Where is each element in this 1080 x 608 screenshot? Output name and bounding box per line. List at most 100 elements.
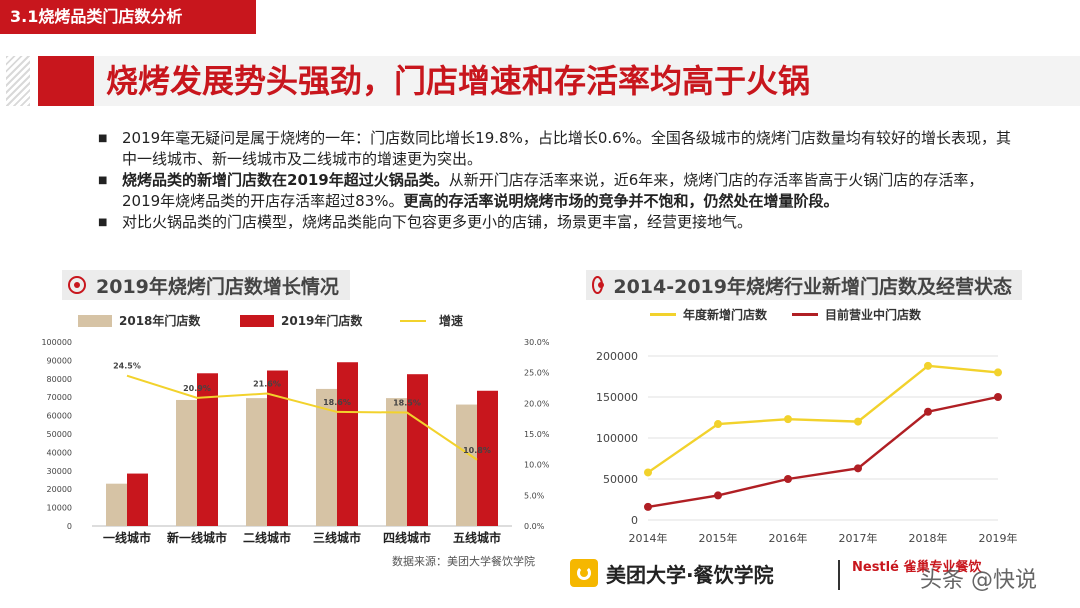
- open-stores-point: [644, 502, 652, 511]
- x-tick-label: 三线城市: [313, 530, 361, 545]
- headline-accent: [38, 56, 94, 106]
- open-stores-point: [714, 491, 722, 500]
- open-stores-line: [647, 395, 999, 509]
- y-tick-label: 90000: [47, 356, 72, 365]
- bar-2018: [246, 398, 267, 526]
- growth-data-label: 20.9%: [183, 384, 211, 393]
- legend-swatch-2018: [78, 314, 112, 327]
- y2-tick-label: 20.0%: [524, 399, 550, 408]
- y-tick-label: 70000: [47, 393, 72, 402]
- y-tick-label: 0: [67, 522, 72, 531]
- y-tick-label: 100000: [41, 338, 72, 347]
- bullet-text: 烧烤品类的新增门店数在2019年超过火锅品类。: [122, 171, 449, 189]
- open-stores-point: [924, 407, 932, 416]
- annual-stores-line-chart: 0 50000 100000 150000 200000 2014年 2015年 2016年 2…: [596, 350, 1018, 545]
- growth-line: [126, 374, 478, 461]
- bar-2019: [127, 473, 148, 526]
- y2-tick-label: 30.0%: [524, 338, 550, 347]
- right-chart-heading-text: 2014-2019年烧烤行业新增门店数及经营状态: [613, 275, 1012, 298]
- new-stores-point: [854, 417, 862, 426]
- bullet-item: ■ 对比火锅品类的门店模型，烧烤品类能向下包容更多更小的店铺，场景更丰富，经营更接…: [96, 212, 1016, 233]
- right-legend-new: 年度新增门店数: [650, 306, 767, 323]
- x-tick-label: 一线城市: [103, 530, 151, 545]
- bullet-text: 从新开门店存活率来说，近6年来，烧烤门店的存活率皆高于火锅门店的存活率，2019…: [122, 171, 984, 210]
- right-legend-open: 目前营业中门店数: [792, 306, 921, 323]
- legend-label-2019: 2019年门店数: [281, 314, 363, 328]
- meituan-logo-icon: [570, 559, 598, 587]
- y2-tick-label: 25.0%: [524, 369, 550, 378]
- target-icon: [68, 276, 86, 294]
- bullet-square-icon: ■: [98, 217, 108, 228]
- left-legend-2019: 2019年门店数: [240, 312, 362, 329]
- legend-label-2018: 2018年门店数: [119, 314, 201, 328]
- growth-data-label: 18.6%: [323, 398, 351, 407]
- y-tick-label: 80000: [47, 375, 72, 384]
- target-icon: [592, 276, 605, 294]
- y2-tick-label: 10.0%: [524, 461, 550, 470]
- growth-data-label: 21.6%: [253, 380, 281, 389]
- y-tick-label: 60000: [47, 412, 72, 421]
- legend-swatch-2019: [240, 314, 274, 327]
- y-tick-label: 50000: [603, 473, 638, 486]
- y2-tick-label: 5.0%: [524, 491, 545, 500]
- left-legend-2018: 2018年门店数: [78, 312, 200, 329]
- left-chart-heading-text: 2019年烧烤门店数增长情况: [96, 275, 339, 298]
- open-stores-point: [854, 464, 862, 473]
- bullet-item: ■ 2019年毫无疑问是属于烧烤的一年：门店数同比增长19.8%，占比增长0.6%…: [96, 128, 1016, 170]
- y-tick-label: 40000: [47, 448, 72, 457]
- legend-swatch-open: [792, 313, 818, 316]
- y-tick-label: 20000: [47, 485, 72, 494]
- bar-2018: [106, 483, 127, 526]
- bar-2019: [197, 373, 218, 526]
- new-stores-line: [647, 364, 999, 474]
- bullet-text: 对比火锅品类的门店模型，烧烤品类能向下包容更多更小的店铺，场景更丰富，经营更接地…: [122, 213, 753, 231]
- legend-label-new: 年度新增门店数: [683, 308, 768, 322]
- x-tick-label: 五线城市: [453, 530, 501, 545]
- y-tick-label: 30000: [47, 467, 72, 476]
- headline-bar: [38, 56, 1080, 106]
- right-chart-heading: 2014-2019年烧烤行业新增门店数及经营状态: [586, 270, 1022, 300]
- x-tick-label: 2014年: [629, 531, 668, 545]
- new-stores-point: [644, 468, 652, 477]
- y-tick-label: 200000: [596, 350, 638, 363]
- y-tick-label: 50000: [47, 430, 72, 439]
- legend-label-growth: 增速: [439, 314, 464, 328]
- decorative-stripes: [6, 56, 30, 106]
- bar-2018: [386, 398, 407, 526]
- footer-divider: [838, 560, 840, 590]
- x-tick-label: 2018年: [909, 531, 948, 545]
- bullet-square-icon: ■: [98, 133, 108, 144]
- growth-data-label: 10.8%: [463, 446, 491, 455]
- legend-swatch-growth: [400, 319, 426, 322]
- bullet-square-icon: ■: [98, 175, 108, 186]
- store-growth-bar-chart: 0 10000 20000 30000 40000 50000 60000 70000 8000…: [41, 338, 550, 545]
- new-stores-point: [924, 361, 932, 370]
- y-tick-label: 100000: [596, 432, 638, 445]
- watermark: 头条 @快说: [920, 568, 1037, 593]
- footer-brand: 美团大学·餐饮学院: [606, 562, 774, 587]
- growth-data-label: 18.5%: [393, 399, 421, 408]
- x-tick-label: 2016年: [769, 531, 808, 545]
- x-tick-label: 四线城市: [383, 530, 431, 545]
- y-tick-label: 150000: [596, 391, 638, 404]
- x-tick-label: 2019年: [979, 531, 1018, 545]
- x-tick-label: 新一线城市: [167, 530, 227, 545]
- bar-2019: [337, 362, 358, 526]
- y-tick-label: 0: [631, 514, 638, 527]
- left-chart-heading: 2019年烧烤门店数增长情况: [62, 270, 350, 300]
- left-legend-growth: 增速: [400, 312, 463, 329]
- source-note: 数据来源：美团大学餐饮学院: [392, 555, 535, 568]
- bullet-list: ■ 2019年毫无疑问是属于烧烤的一年：门店数同比增长19.8%，占比增长0.6%…: [96, 128, 1016, 233]
- bar-2019: [407, 374, 428, 526]
- bar-2018: [456, 404, 477, 526]
- new-stores-point: [784, 415, 792, 424]
- legend-swatch-new: [650, 313, 676, 316]
- growth-data-label: 24.5%: [113, 362, 141, 371]
- y-tick-label: 10000: [47, 504, 72, 513]
- bar-2019: [477, 390, 498, 526]
- x-tick-label: 二线城市: [243, 530, 291, 545]
- y2-tick-label: 15.0%: [524, 430, 550, 439]
- bullet-text: 更高的存活率说明烧烤市场的竞争并不饱和，仍然处在增量阶段。: [403, 192, 839, 210]
- x-tick-label: 2017年: [839, 531, 878, 545]
- new-stores-point: [994, 368, 1002, 377]
